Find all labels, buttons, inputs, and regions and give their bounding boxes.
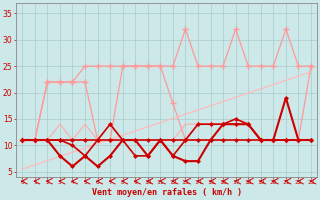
X-axis label: Vent moyen/en rafales ( km/h ): Vent moyen/en rafales ( km/h ) bbox=[92, 188, 242, 197]
